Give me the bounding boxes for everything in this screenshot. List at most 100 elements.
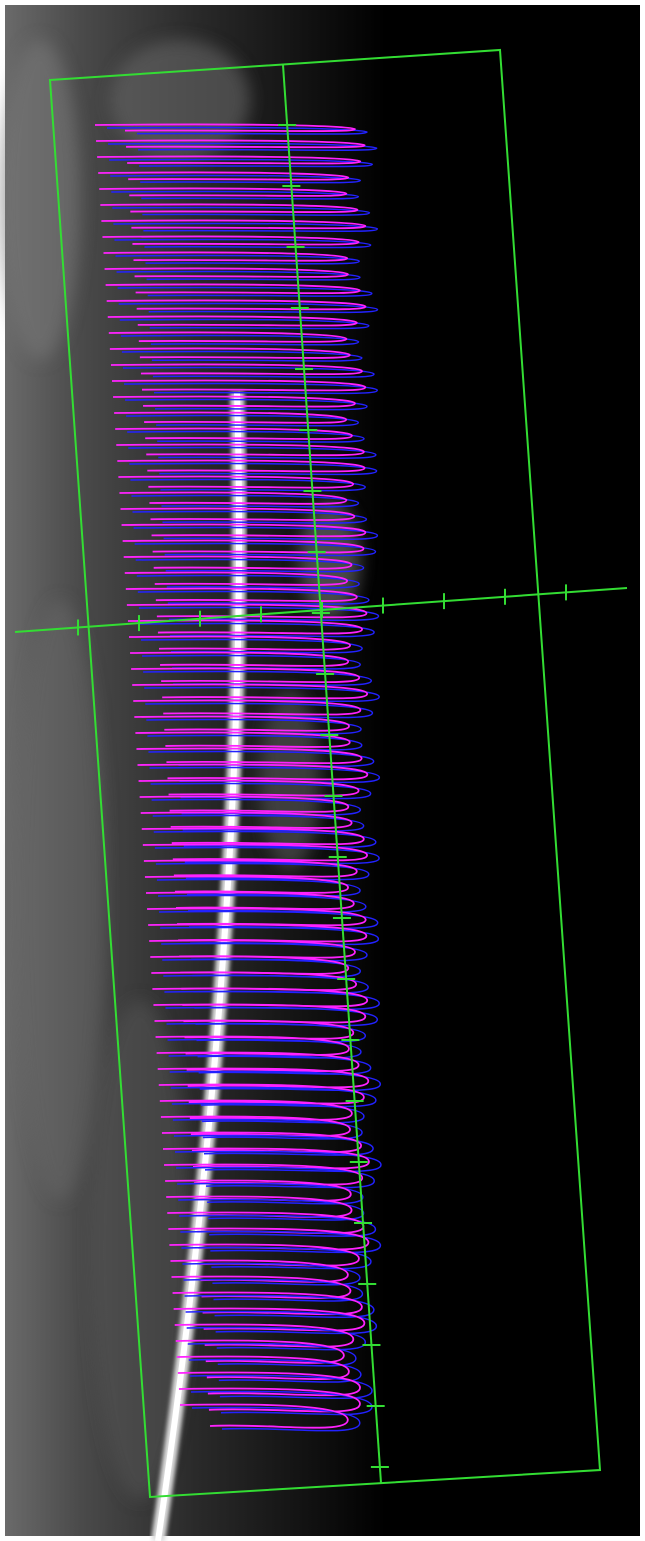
magenta-profile [97,155,362,165]
blue-profile [167,1038,362,1059]
magenta-profile [118,475,355,489]
roi-overlay [14,48,628,1499]
magenta-profile [144,875,349,894]
magenta-profile [100,203,359,213]
magenta-profile [171,1275,352,1299]
magenta-profile [122,539,365,554]
magenta-profile [98,171,350,181]
magenta-profile [156,1051,360,1073]
blue-profile [125,398,368,411]
magenta-profile [132,683,369,700]
magenta-profile [104,267,349,278]
blue-profile [136,574,360,589]
blue-profile [185,1310,378,1335]
blue-profile [132,510,368,524]
blue-profile [138,606,380,622]
blue-profile [183,1278,364,1302]
magenta-profile [109,347,351,359]
magenta-profile [125,587,358,603]
magenta-profile [173,1307,366,1332]
magenta-profile [141,827,365,846]
magenta-profile [101,219,367,230]
needle-core [155,391,243,1541]
blue-profile [123,382,379,395]
blue-profile [129,462,378,476]
blue-profile [155,862,370,881]
blue-profile [106,126,368,135]
blue-profile [121,350,363,362]
blue-profile [113,222,379,233]
magenta-profile [177,1371,361,1397]
blue-profile [172,1118,363,1140]
blue-profile [110,174,362,184]
blue-profile [170,1086,377,1108]
magenta-profile [114,411,348,424]
magenta-profile [137,763,369,781]
magenta-profile [102,235,360,246]
magenta-profile [99,187,348,197]
profile-curves [94,123,382,1432]
blue-profile [135,558,365,573]
magenta-profile [155,1035,350,1056]
blue-profile [140,638,363,654]
blue-profile [156,878,361,897]
blue-profile [133,526,379,541]
magenta-profile [115,427,353,440]
blue-profile [152,814,365,832]
blue-profile [173,1134,374,1156]
magenta-profile [126,603,368,619]
magenta-profile [174,1323,355,1348]
magenta-profile [124,571,349,586]
magenta-profile [120,507,356,521]
axis-ticks [77,124,567,1468]
blue-profile [182,1262,361,1286]
magenta-profile [135,731,351,748]
blue-profile [189,1374,373,1400]
blue-profile [139,622,375,638]
blue-profile [174,1150,382,1173]
blue-profile [153,830,377,848]
blue-profile [115,254,360,265]
blue-profile [118,302,379,314]
magenta-profile [119,491,348,505]
blue-profile [114,238,372,249]
magenta-profile [127,619,363,635]
magenta-profile [110,363,363,376]
blue-profile [120,334,360,346]
blue-profile [109,158,374,168]
magenta-profile [143,859,358,878]
blue-profile [122,366,375,378]
blue-profile [187,1342,357,1367]
blue-profile [171,1102,365,1124]
blue-profile [137,590,370,605]
magenta-profile [121,523,367,538]
blue-profile [180,1230,382,1254]
blue-profile [169,1070,382,1092]
magenta-profile [94,123,356,132]
blue-profile [188,1358,362,1383]
blue-profile [154,846,380,865]
blue-profile [127,430,365,443]
magenta-profile [123,555,353,570]
center-axis [282,64,382,1484]
magenta-profile [160,1115,351,1137]
magenta-profile [131,667,361,684]
blue-profile [179,1214,377,1237]
blue-profile [181,1246,372,1270]
magenta-profile [96,139,366,149]
magenta-profile [128,635,352,651]
magenta-profile [179,1403,349,1429]
magenta-profile [170,1259,349,1283]
magenta-profile [178,1387,361,1413]
blue-profile [176,1166,375,1189]
blue-profile [191,1406,361,1432]
blue-profile [178,1198,365,1221]
magenta-profile [139,795,350,813]
blue-profile [131,494,360,508]
blue-profile [168,1054,372,1075]
blue-profile [119,318,370,330]
blue-profile [130,478,366,492]
magenta-profile [133,699,362,716]
blue-profile [117,286,373,297]
